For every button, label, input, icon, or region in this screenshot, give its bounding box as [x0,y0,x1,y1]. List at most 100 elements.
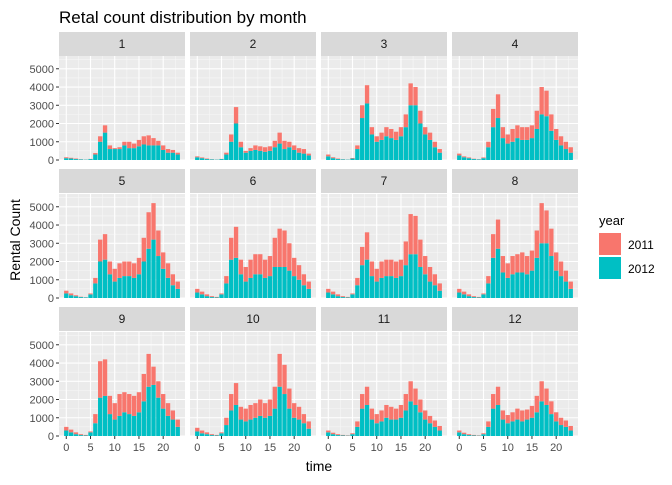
bar-2011 [253,254,257,274]
bar-2012 [569,289,573,298]
bar-2011 [137,140,141,146]
bar-2011 [117,263,121,278]
bar-2011 [496,220,500,249]
bar-2012 [418,267,422,298]
bar-2011 [142,374,146,401]
bar-2012 [214,297,218,298]
bar-2011 [515,254,519,272]
bar-2012 [384,418,388,436]
bar-2011 [229,134,233,141]
bar-2011 [365,232,369,259]
bar-2011 [103,234,107,260]
bar-2012 [506,423,510,436]
bar-2012 [544,116,548,160]
bar-2011 [122,392,126,412]
bar-2011 [418,240,422,267]
bar-2012 [491,258,495,298]
bar-2011 [326,431,330,433]
x-tick-label: 5 [218,442,224,454]
bar-2012 [515,138,519,160]
bar-2012 [501,272,505,298]
bar-2012 [539,114,543,160]
bar-2011 [108,396,112,414]
bar-2012 [156,145,160,160]
bar-2012 [122,412,126,436]
bar-2012 [384,276,388,298]
bar-2012 [423,274,427,298]
bar-2011 [122,142,126,146]
bar-2012 [98,142,102,160]
bar-2012 [564,149,568,160]
bar-2011 [360,105,364,118]
bar-2012 [413,105,417,160]
bar-2012 [559,276,563,298]
bar-2012 [74,296,78,298]
bar-2012 [559,145,563,160]
bar-2011 [282,365,286,394]
bar-2011 [307,282,311,289]
bar-2011 [98,361,102,397]
y-tick-label: 5000 [30,202,54,214]
bar-2012 [520,272,524,298]
bar-2011 [476,297,480,298]
bar-2011 [530,406,534,418]
facet-strip-label: 2 [250,37,257,51]
bar-2012 [302,423,306,436]
bar-2011 [117,147,121,149]
bar-2012 [399,276,403,298]
bar-2012 [345,297,349,298]
bar-2012 [370,276,374,298]
bar-2011 [253,403,257,418]
bar-2012 [74,159,78,160]
bar-2012 [535,129,539,160]
bar-2011 [263,147,267,152]
bar-2012 [161,269,165,298]
bar-2011 [166,403,170,416]
bar-2012 [501,138,505,160]
bar-2011 [248,260,252,278]
bar-2011 [127,142,131,148]
bar-2012 [176,155,180,160]
bar-2012 [166,278,170,298]
bar-2012 [331,294,335,298]
bar-2011 [161,394,165,409]
bar-2012 [83,297,87,298]
bar-2011 [229,238,233,260]
bar-2011 [331,292,335,295]
bar-2011 [525,127,529,140]
bar-2011 [569,426,573,431]
bar-2012 [176,427,180,436]
bar-2011 [113,269,117,282]
y-axis-ticks: 0100020003000400050000100020003000400050… [30,64,59,443]
bar-2011 [530,251,534,271]
bar-2011 [83,435,87,436]
bar-2011 [151,203,155,239]
bar-2011 [365,85,369,103]
bar-2012 [151,240,155,298]
bar-2012 [544,243,548,298]
facet-strip-label: 11 [378,312,391,326]
bar-2011 [525,256,529,274]
facet-strip-label: 8 [512,174,519,188]
bar-2011 [224,418,228,425]
bar-2012 [428,140,432,160]
bar-2011 [224,153,228,155]
x-tick-label: 15 [264,442,276,454]
bar-2011 [501,410,505,419]
bar-2011 [559,262,563,277]
facet-strip-label: 5 [119,174,126,188]
bar-2012 [326,293,330,298]
bar-2012 [535,412,539,436]
bar-2012 [457,293,461,298]
bar-2011 [117,394,121,416]
bar-2012 [564,427,568,436]
bar-2011 [515,125,519,138]
bar-2011 [239,142,243,147]
bar-2011 [229,394,233,410]
bar-2012 [122,276,126,298]
bar-2011 [544,389,548,405]
bar-2011 [79,434,83,435]
facet-strip-label: 12 [508,312,522,326]
bar-2012 [510,274,514,298]
bar-2012 [268,416,272,436]
